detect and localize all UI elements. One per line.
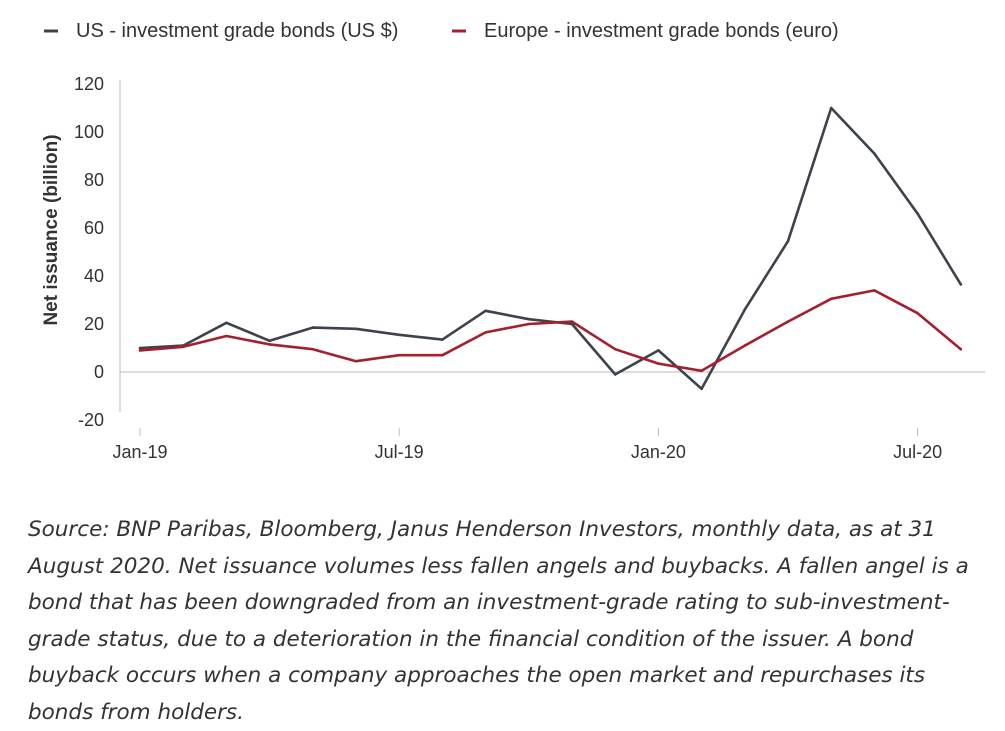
data-point [743, 344, 747, 347]
data-point [613, 347, 617, 351]
data-point [657, 349, 660, 352]
data-point [527, 322, 531, 326]
x-tick-label: Jul-20 [893, 442, 942, 462]
data-point [916, 311, 919, 315]
data-point [700, 387, 703, 391]
data-point [786, 320, 790, 323]
data-point [354, 359, 358, 363]
series-line-us [138, 106, 963, 391]
series-line-europe [138, 289, 963, 373]
y-tick-label: -20 [78, 410, 104, 430]
x-tick-label: Jan-20 [631, 442, 686, 462]
data-point [916, 212, 919, 215]
y-tick-label: 20 [84, 314, 104, 334]
data-point [397, 333, 401, 337]
data-point [873, 289, 876, 292]
y-tick-label: 40 [84, 266, 104, 286]
line-chart: US - investment grade bonds (US $) Europe… [41, 20, 985, 462]
data-point [829, 297, 833, 301]
y-tick-label: 100 [74, 122, 104, 142]
y-tick-label: 0 [94, 362, 104, 382]
chart-series [138, 106, 963, 391]
chart-legend: US - investment grade bonds (US $) Europe… [44, 20, 839, 42]
data-point [959, 283, 963, 286]
x-tick-label: Jan-19 [112, 442, 167, 462]
data-point [441, 353, 444, 357]
data-point [138, 346, 142, 350]
chart-axes: -20 0 20 40 60 80 100 120 Jan-19 Jul-19 Jan-20 Jul-… [41, 74, 985, 462]
data-point [484, 331, 487, 334]
data-point [613, 373, 617, 376]
x-tick-label: Jul-19 [375, 442, 424, 462]
data-point [527, 317, 531, 321]
data-point [225, 334, 228, 338]
y-tick-label: 80 [84, 170, 104, 190]
data-point [873, 152, 876, 155]
data-point [570, 320, 574, 323]
data-point [786, 239, 790, 243]
y-tick-label: 120 [74, 74, 104, 94]
data-point [657, 362, 660, 365]
data-point [268, 339, 271, 343]
data-point [268, 343, 271, 346]
data-point [311, 326, 315, 329]
data-point [743, 308, 747, 311]
data-point [311, 347, 315, 351]
source-note: Source: BNP Paribas, Bloomberg, Janus He… [28, 517, 969, 725]
data-point [181, 345, 185, 349]
data-point [397, 353, 401, 357]
data-point [441, 338, 444, 341]
legend-label-us: US - investment grade bonds (US $) [76, 20, 398, 42]
y-axis-title: Net issuance (billion) [41, 134, 62, 325]
data-point [700, 369, 703, 373]
data-point [829, 106, 833, 110]
data-point [484, 309, 487, 313]
data-point [225, 321, 228, 325]
data-point [959, 347, 963, 351]
legend-label-europe: Europe - investment grade bonds (euro) [484, 20, 839, 42]
data-point [138, 349, 142, 352]
data-point [354, 327, 358, 331]
y-tick-label: 60 [84, 218, 104, 238]
